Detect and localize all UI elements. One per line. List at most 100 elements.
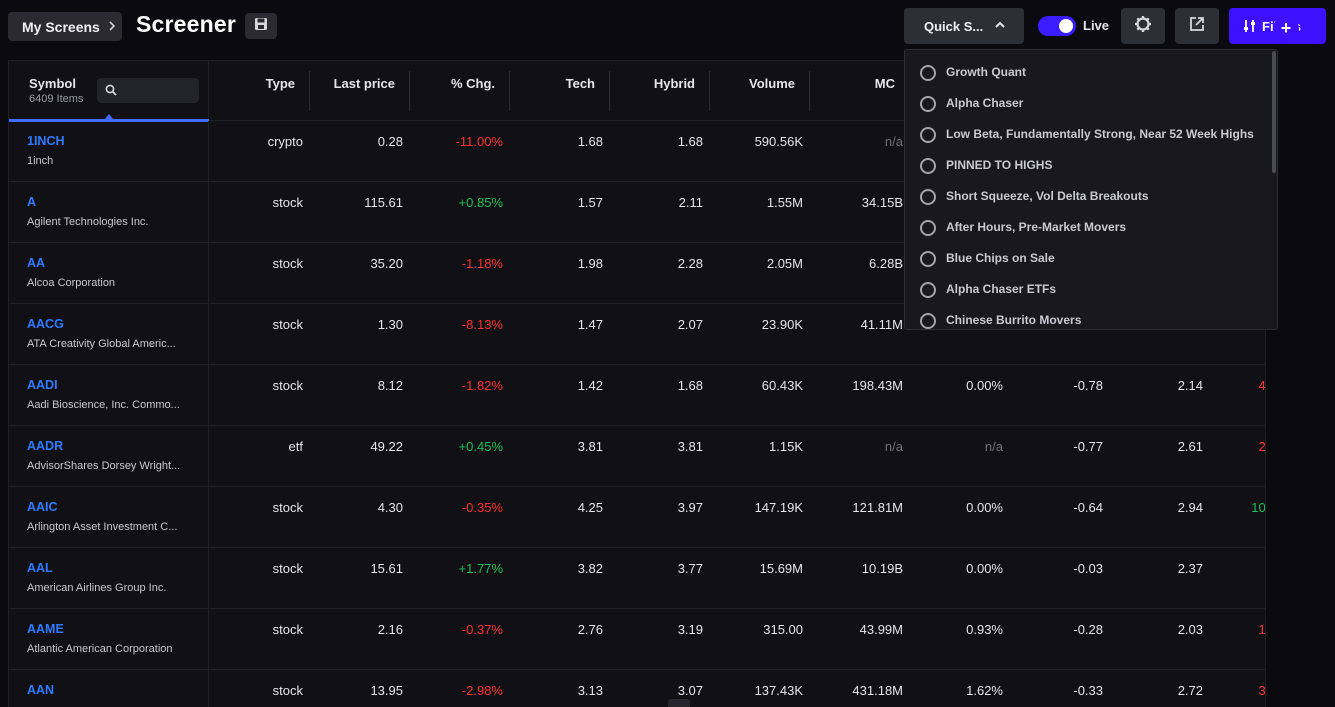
company-name: American Airlines Group Inc. xyxy=(27,582,167,594)
table-row[interactable]: AAME Atlantic American Corporation stock 2.… xyxy=(9,609,1266,670)
my-screens-button[interactable]: My Screens xyxy=(8,12,122,41)
cell-c11: 16 xyxy=(1258,622,1266,637)
column-header-type[interactable]: Type xyxy=(265,76,295,91)
column-header-volume[interactable]: Volume xyxy=(749,76,795,91)
cell-tech: 2.76 xyxy=(577,622,603,637)
quick-screen-option[interactable]: After Hours, Pre-Market Movers xyxy=(905,212,1265,243)
radio-button[interactable] xyxy=(920,251,936,267)
cell-tech: 1.98 xyxy=(577,256,603,271)
table-row[interactable]: AADR AdvisorShares Dorsey Wright... etf 49.… xyxy=(9,426,1265,487)
table-row[interactable]: AA Alcoa Corporation stock 35.20 -1.18% 1.98 2… xyxy=(9,243,1265,304)
cell-last: 0.28 xyxy=(377,134,403,149)
page-title: Screener xyxy=(136,11,237,37)
symbol-cell[interactable]: AAN xyxy=(9,670,209,707)
company-name: Aadi Bioscience, Inc. Commo... xyxy=(27,399,180,411)
scroll-handle[interactable] xyxy=(668,699,690,707)
ticker-link[interactable]: A xyxy=(27,195,37,209)
settings-button[interactable] xyxy=(1121,8,1165,44)
quick-screens-dropdown-button[interactable]: Quick S... xyxy=(904,8,1024,44)
ticker-link[interactable]: AACG xyxy=(27,317,64,331)
ticker-link[interactable]: AAIC xyxy=(27,500,58,514)
cell-c9: -0.33 xyxy=(1073,683,1103,698)
quick-screen-option[interactable]: Alpha Chaser ETFs xyxy=(905,274,1265,305)
radio-button[interactable] xyxy=(920,220,936,236)
table-row[interactable]: AADI Aadi Bioscience, Inc. Commo... stock 8… xyxy=(9,365,1265,426)
chevron-right-icon xyxy=(108,20,116,34)
column-header-last-price[interactable]: Last price xyxy=(333,76,395,91)
table-row[interactable]: 1INCH 1inch crypto 0.28 -11.00% 1.68 1.68 590.5… xyxy=(9,121,1265,182)
symbol-cell[interactable]: AAME Atlantic American Corporation xyxy=(9,609,209,670)
cell-mc: 10.19B xyxy=(861,561,903,576)
symbol-cell[interactable]: A Agilent Technologies Inc. xyxy=(9,182,209,243)
ticker-link[interactable]: 1INCH xyxy=(27,134,65,148)
radio-button[interactable] xyxy=(920,282,936,298)
radio-button[interactable] xyxy=(920,96,936,112)
quick-screen-option[interactable]: Low Beta, Fundamentally Strong, Near 52 … xyxy=(905,119,1265,150)
quick-screen-option[interactable]: PINNED TO HIGHS xyxy=(905,150,1265,181)
active-column-pointer xyxy=(105,114,113,119)
export-button[interactable] xyxy=(1175,8,1219,44)
symbol-column-header[interactable]: Symbol 6409 Items xyxy=(9,61,209,122)
quick-screen-option[interactable]: Alpha Chaser xyxy=(905,88,1265,119)
radio-button[interactable] xyxy=(920,65,936,81)
symbol-cell[interactable]: AA Alcoa Corporation xyxy=(9,243,209,304)
symbol-cell[interactable]: AAL American Airlines Group Inc. xyxy=(9,548,209,609)
cell-chg: -1.82% xyxy=(461,378,503,393)
table-row[interactable]: AAIC Arlington Asset Investment C... stock… xyxy=(9,487,1266,548)
quick-screen-option[interactable]: Growth Quant xyxy=(905,57,1265,88)
add-column-button[interactable]: + xyxy=(1273,16,1299,42)
live-toggle[interactable] xyxy=(1038,16,1076,36)
ticker-link[interactable]: AAME xyxy=(27,622,64,636)
column-divider xyxy=(309,71,310,111)
column-header-mc[interactable]: MC xyxy=(874,76,895,91)
cell-volume: 315.00 xyxy=(763,622,803,637)
cell-chg: -0.37% xyxy=(461,622,503,637)
quick-screen-option[interactable]: Chinese Burrito Movers xyxy=(905,305,1265,329)
cell-c8: n/a xyxy=(984,439,1003,454)
ticker-link[interactable]: AA xyxy=(27,256,46,270)
symbol-cell[interactable]: AACG ATA Creativity Global Americ... xyxy=(9,304,209,365)
cell-type: stock xyxy=(272,317,303,332)
radio-button[interactable] xyxy=(920,127,936,143)
ticker-link[interactable]: AAN xyxy=(27,683,55,697)
column-header-tech[interactable]: Tech xyxy=(565,76,595,91)
quick-screen-option[interactable]: Short Squeeze, Vol Delta Breakouts xyxy=(905,181,1265,212)
ticker-link[interactable]: AAL xyxy=(27,561,53,575)
symbol-cell[interactable]: AAIC Arlington Asset Investment C... xyxy=(9,487,209,548)
symbol-cell[interactable]: 1INCH 1inch xyxy=(9,121,209,182)
cell-hybrid: 3.81 xyxy=(677,439,703,454)
column-divider xyxy=(809,71,810,111)
symbol-cell[interactable]: AADI Aadi Bioscience, Inc. Commo... xyxy=(9,365,209,426)
radio-button[interactable] xyxy=(920,189,936,205)
cell-volume: 147.19K xyxy=(754,500,803,515)
cell-tech: 1.42 xyxy=(577,378,603,393)
symbol-cell[interactable]: AADR AdvisorShares Dorsey Wright... xyxy=(9,426,209,487)
column-divider xyxy=(409,71,410,111)
radio-button[interactable] xyxy=(920,313,936,329)
quick-screen-option[interactable]: Blue Chips on Sale xyxy=(905,243,1265,274)
table-row[interactable]: AAL American Airlines Group Inc. stock 15.6… xyxy=(9,548,1265,609)
cell-type: stock xyxy=(272,561,303,576)
cell-hybrid: 2.07 xyxy=(677,317,703,332)
column-header-pct-change[interactable]: % Chg. xyxy=(450,76,495,91)
cell-chg: -11.00% xyxy=(455,134,503,149)
table-row[interactable]: AAN stock 13.95 -2.98% 3.13 3.07 137.43K 431.18… xyxy=(9,670,1265,707)
ticker-link[interactable]: AADI xyxy=(27,378,58,392)
table-row[interactable]: A Agilent Technologies Inc. stock 115.61 +0.… xyxy=(9,182,1265,243)
menu-scrollbar[interactable] xyxy=(1272,51,1276,173)
cell-c10: 2.37 xyxy=(1177,561,1203,576)
table-row[interactable]: AACG ATA Creativity Global Americ... stock… xyxy=(9,304,1265,365)
live-label: Live xyxy=(1083,18,1110,33)
cell-mc: 6.28B xyxy=(869,256,903,271)
cell-mc: 431.18M xyxy=(852,683,903,698)
save-screen-button[interactable] xyxy=(245,13,277,39)
cell-c9: -0.64 xyxy=(1073,500,1103,515)
save-icon xyxy=(254,17,268,36)
cell-c11: 100 xyxy=(1251,500,1266,515)
ticker-link[interactable]: AADR xyxy=(27,439,64,453)
quick-screen-label: Growth Quant xyxy=(946,65,1026,79)
cell-chg: +0.45% xyxy=(458,439,503,454)
radio-button[interactable] xyxy=(920,158,936,174)
column-header-hybrid[interactable]: Hybrid xyxy=(653,76,695,91)
cell-mc: 198.43M xyxy=(852,378,903,393)
